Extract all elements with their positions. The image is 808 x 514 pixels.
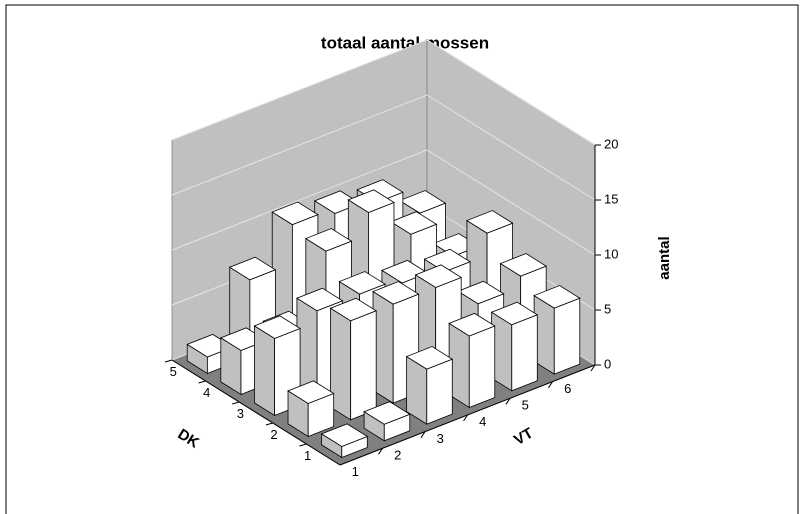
bar-top — [499, 253, 548, 277]
bar-top — [448, 312, 496, 337]
bar-top — [457, 280, 505, 305]
bar-top — [490, 301, 539, 326]
bar — [320, 423, 369, 459]
bar — [329, 297, 378, 421]
bar-top — [405, 346, 454, 370]
z-tick-label: 0 — [604, 356, 611, 371]
z-tick-label: 5 — [604, 301, 611, 316]
y-tick-label: 3 — [237, 406, 244, 421]
bar — [490, 301, 539, 392]
bar-top — [533, 285, 581, 309]
y-tick-label: 1 — [304, 448, 311, 463]
y-tick — [299, 443, 307, 447]
z-tick-label: 15 — [604, 191, 618, 206]
y-axis — [171, 359, 341, 466]
bar — [287, 380, 335, 438]
z-axis-title: aantal — [656, 236, 673, 279]
bar-top — [347, 189, 395, 213]
bar-top — [253, 315, 301, 339]
bar-front — [468, 325, 496, 409]
x-tick — [378, 448, 383, 455]
bar-top — [414, 264, 463, 288]
x-tick-label: 1 — [352, 464, 359, 479]
bar-top — [423, 248, 471, 273]
bar-top — [363, 401, 411, 425]
chart-title: totaal aantal mossen — [321, 33, 489, 52]
bar-front — [511, 314, 538, 392]
bar-front — [426, 358, 453, 425]
y-tick — [232, 401, 240, 405]
bar-front — [553, 297, 581, 375]
bar-side — [254, 325, 275, 417]
bar — [533, 285, 581, 375]
x-axis — [339, 364, 596, 466]
x-tick — [420, 431, 426, 438]
bar-top — [389, 211, 438, 235]
x-tick — [505, 398, 511, 405]
bar-top — [372, 281, 420, 305]
y-tick-label: 4 — [203, 385, 210, 400]
bar — [448, 312, 496, 409]
bar-top — [287, 380, 335, 404]
x-tick-label: 4 — [479, 414, 486, 429]
bar — [363, 401, 411, 442]
y-tick-label: 2 — [270, 427, 277, 442]
bar-top — [329, 297, 378, 322]
bar-top — [271, 201, 319, 226]
x-tick-label: 2 — [394, 447, 401, 462]
bar-top — [398, 190, 447, 214]
z-tick-label: 10 — [604, 246, 618, 261]
bar-top — [228, 256, 277, 281]
x-tick-label: 6 — [564, 381, 571, 396]
y-tick-label: 5 — [170, 364, 177, 379]
bar-top — [466, 210, 514, 234]
bar-top — [296, 287, 344, 312]
bar-top — [320, 423, 369, 447]
bars — [186, 179, 581, 459]
bar-front — [350, 310, 377, 421]
grid-line — [171, 94, 596, 201]
x-tick-label: 3 — [437, 431, 444, 446]
chart-frame — [5, 4, 799, 514]
x-tick — [548, 381, 553, 388]
bar — [405, 346, 454, 425]
y-tick — [164, 359, 173, 363]
bar-top — [338, 271, 386, 295]
y-tick — [265, 422, 273, 426]
grid-line — [171, 39, 596, 146]
grid-line — [171, 149, 596, 256]
x-tick — [463, 414, 468, 422]
x-tick — [590, 364, 596, 372]
bar-top — [304, 228, 353, 252]
x-tick-label: 5 — [522, 397, 529, 412]
z-tick-label: 20 — [604, 136, 618, 151]
y-tick — [198, 380, 206, 384]
